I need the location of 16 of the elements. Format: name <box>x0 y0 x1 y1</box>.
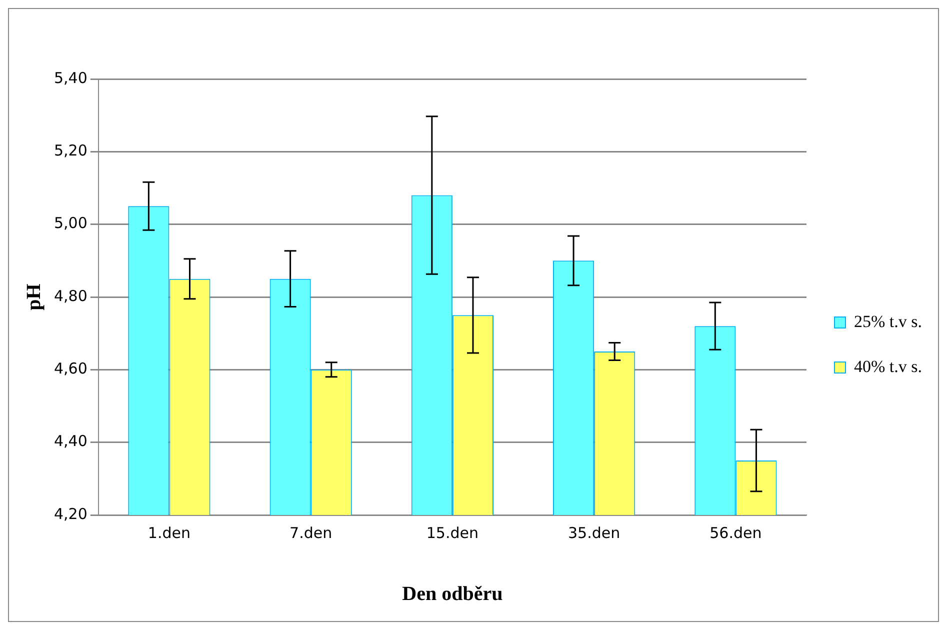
legend-label: 25% t.v s. <box>854 312 922 331</box>
x-axis-title: Den odběru <box>402 583 503 606</box>
y-tick-label: 5,20 <box>54 142 88 160</box>
x-tick-label: 15.den <box>426 524 479 542</box>
y-tick-label: 5,00 <box>54 214 88 232</box>
y-tick-label: 4,60 <box>54 360 88 378</box>
y-tick-label: 4,80 <box>54 286 88 305</box>
legend-label: 40% t.v s. <box>854 356 922 376</box>
y-tick-label: 4,20 <box>54 504 88 523</box>
x-tick-label: 56.den <box>710 524 762 542</box>
x-tick-label: 7.den <box>290 524 332 542</box>
x-tick-label: 35.den <box>568 524 620 542</box>
x-tick-label: 1.den <box>148 524 190 542</box>
y-tick-label: 4,40 <box>54 432 88 450</box>
y-tick-label: 5,40 <box>54 68 88 87</box>
y-axis-title: pH <box>23 283 46 310</box>
